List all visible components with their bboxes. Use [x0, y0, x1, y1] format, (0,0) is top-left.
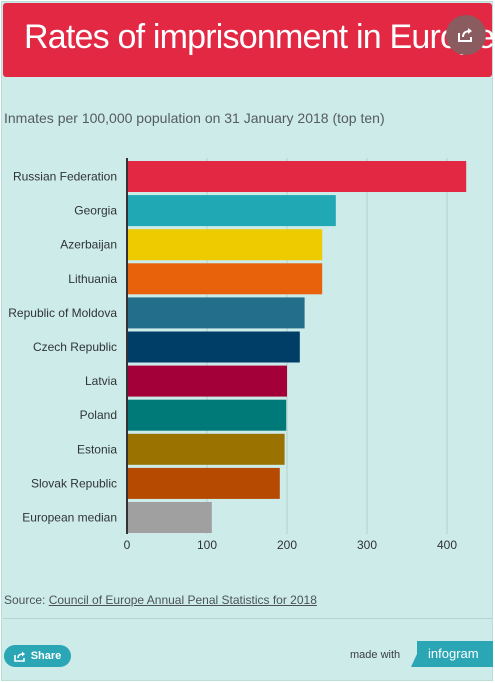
category-label: Czech Republic — [33, 340, 117, 354]
x-tick-label: 0 — [124, 538, 131, 552]
category-label: Republic of Moldova — [8, 306, 117, 320]
bar-chart: Russian Federation Georgia Azerbaijan Lithu… — [8, 158, 467, 552]
infogram-badge[interactable] — [411, 641, 493, 667]
bar — [127, 467, 280, 499]
category-label: Russian Federation — [13, 170, 117, 184]
source-link[interactable]: Council of Europe Annual Penal Statistic… — [48, 593, 317, 607]
share-icon — [13, 651, 25, 662]
infogram-logo-text: infogram — [428, 646, 479, 661]
bar — [127, 195, 336, 227]
category-label: Latvia — [85, 374, 117, 388]
x-tick-label: 200 — [277, 538, 297, 552]
bar — [127, 502, 212, 533]
bar — [127, 297, 305, 329]
x-tick-label: 300 — [357, 538, 377, 552]
share-icon — [458, 28, 472, 42]
header-banner: Rates of imprisonment in Europe — [3, 3, 495, 77]
x-tick-label: 100 — [197, 538, 217, 552]
made-with-text: made with — [350, 649, 401, 661]
source-note: Source: Council of Europe Annual Penal S… — [4, 593, 317, 607]
bar — [127, 365, 287, 397]
category-label: Estonia — [77, 442, 117, 456]
share-button[interactable]: Share — [4, 645, 71, 667]
category-label: Slovak Republic — [31, 476, 117, 490]
source-prefix: Source: — [4, 593, 49, 607]
category-label: Azerbaijan — [60, 238, 117, 252]
header-share-button[interactable] — [446, 15, 486, 55]
bar — [127, 161, 467, 192]
chart-subtitle: Inmates per 100,000 population on 31 Jan… — [4, 110, 385, 126]
category-label: Georgia — [74, 204, 117, 218]
x-tick-label: 400 — [437, 538, 457, 552]
category-label: Poland — [80, 408, 117, 422]
bar — [127, 433, 285, 465]
bar — [127, 229, 323, 261]
page-title: Rates of imprisonment in Europe — [24, 18, 495, 56]
bar — [127, 331, 300, 363]
bar — [127, 399, 287, 431]
share-label: Share — [30, 650, 62, 662]
footer-divider — [3, 618, 492, 619]
category-label: Lithuania — [68, 272, 117, 286]
category-label: European median — [22, 511, 117, 525]
bar — [127, 263, 323, 295]
